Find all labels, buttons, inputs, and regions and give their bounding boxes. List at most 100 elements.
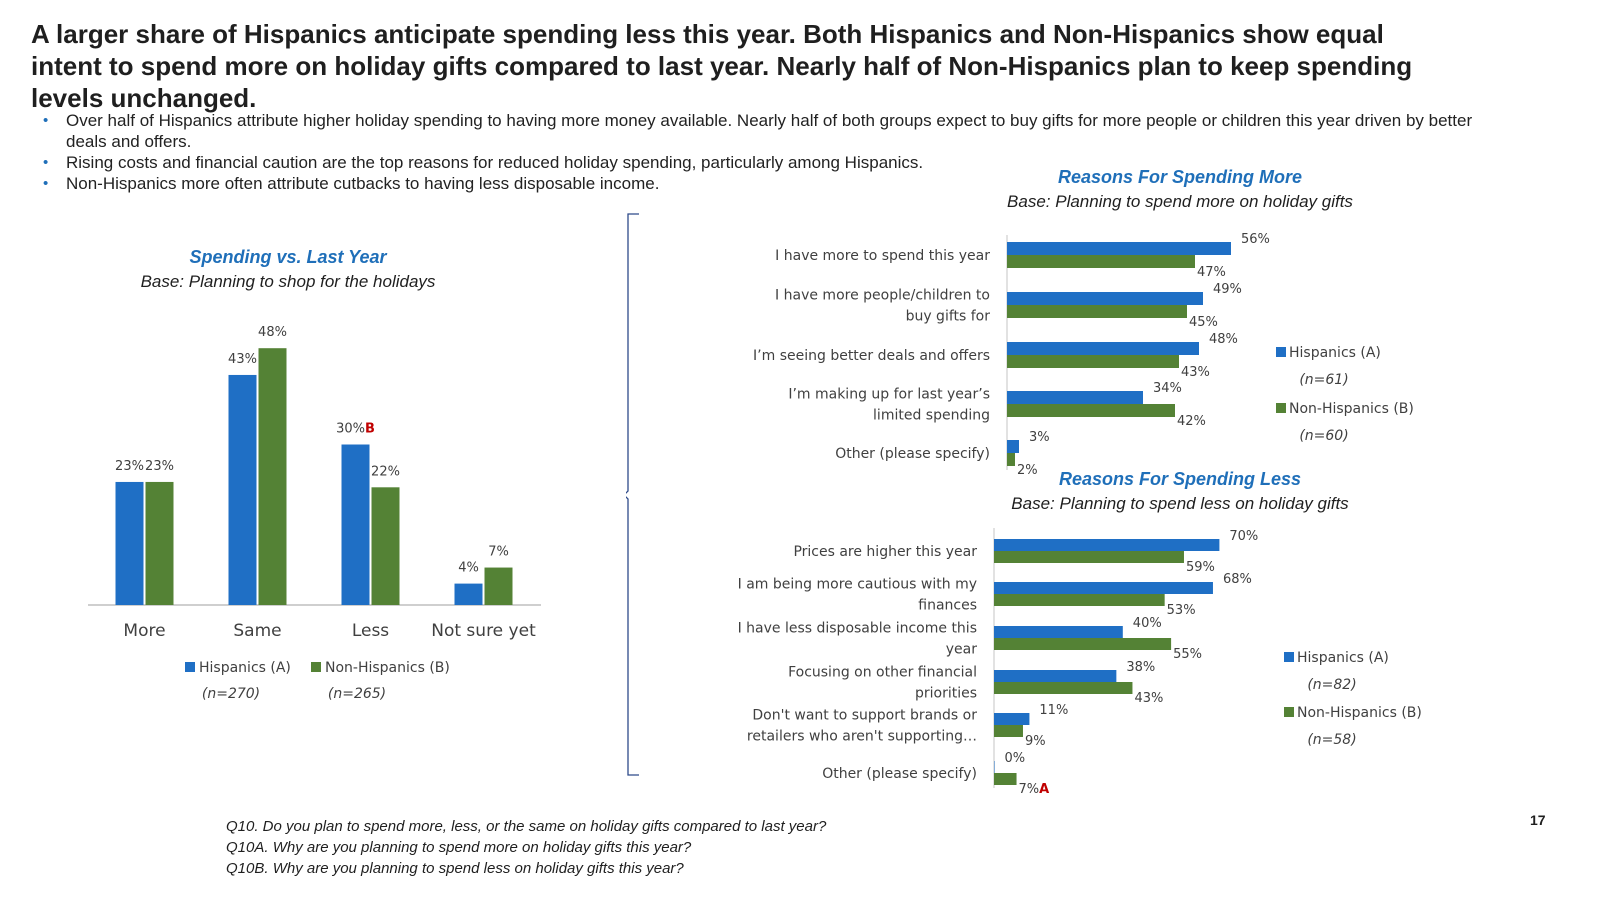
chart3-category-label: Focusing on other financial	[788, 665, 977, 681]
footnote-q10: Q10. Do you plan to spend more, less, or…	[226, 818, 827, 835]
chart3-bar-non-hispanics	[994, 594, 1165, 606]
chart1-category-label: Same	[233, 621, 281, 641]
chart2-bar-hispanics	[1007, 440, 1019, 453]
chart3-category-label: Prices are higher this year	[793, 544, 977, 560]
bullet-1: Over half of Hispanics attribute higher …	[40, 110, 1480, 152]
chart3-value-label: 70%	[1229, 529, 1258, 544]
chart1-bar-hispanics	[228, 374, 257, 605]
chart2-legend-label: Non-Hispanics (B)	[1289, 401, 1414, 417]
chart1-category-label: Not sure yet	[431, 621, 536, 641]
chart3-legend-swatch	[1284, 652, 1294, 662]
chart2-value-label: 34%	[1153, 381, 1182, 396]
chart3-category-label: Other (please specify)	[822, 766, 977, 782]
chart3-value-label: 11%	[1039, 703, 1068, 718]
chart1-value-label: 23%	[145, 459, 174, 474]
chart3-legend-label: Hispanics (A)	[1297, 650, 1389, 666]
chart3-legend-swatch	[1284, 707, 1294, 717]
chart3-subtitle: Base: Planning to spend less on holiday …	[1011, 494, 1349, 513]
chart3-value-label: 9%	[1025, 734, 1046, 749]
chart1-value-label: 22%	[371, 464, 400, 479]
chart3-bar-hispanics	[994, 670, 1117, 682]
chart1-value-label: 23%	[115, 459, 144, 474]
chart3-bar-hispanics	[994, 539, 1220, 551]
chart3-bar-hispanics	[994, 761, 995, 773]
chart3-value-label: 68%	[1223, 572, 1252, 587]
chart1-value-label: 43%	[228, 352, 257, 367]
chart3-category-label: Don't want to support brands or	[752, 708, 977, 724]
chart1-legend-swatch	[185, 662, 195, 672]
chart3-bar-hispanics	[994, 582, 1213, 594]
chart3-category-label: priorities	[915, 686, 977, 702]
chart2-value-label: 49%	[1213, 282, 1242, 297]
chart3-value-label: 59%	[1186, 560, 1215, 575]
chart3-bar-hispanics	[994, 626, 1123, 638]
chart3-value-label: 55%	[1173, 647, 1202, 662]
chart2-value-label: 3%	[1029, 430, 1050, 445]
chart3-value-label: 38%	[1126, 660, 1155, 675]
key-findings-list: Over half of Hispanics attribute higher …	[40, 110, 1480, 194]
chart3-bar-hispanics	[994, 713, 1030, 725]
bullet-3: Non-Hispanics more often attribute cutba…	[40, 173, 1480, 194]
chart2-value-label: 43%	[1181, 365, 1210, 380]
chart1-title: Spending vs. Last Year	[189, 247, 387, 267]
bracket-divider	[626, 213, 639, 776]
chart3-value-label: 7%A	[1019, 782, 1050, 797]
chart3-bar-non-hispanics	[994, 551, 1184, 563]
chart2-bar-non-hispanics	[1007, 305, 1187, 318]
chart3-category-label: retailers who aren't supporting…	[747, 729, 977, 745]
chart2-legend-swatch	[1276, 403, 1286, 413]
chart3-category-label: finances	[918, 598, 977, 614]
chart2-value-label: 2%	[1017, 463, 1038, 478]
chart3-value-label: 53%	[1167, 603, 1196, 618]
chart1-legend-swatch	[311, 662, 321, 672]
chart1-subtitle: Base: Planning to shop for the holidays	[140, 272, 436, 291]
chart2-category-label: buy gifts for	[906, 309, 991, 325]
chart3-value-label: 40%	[1133, 616, 1162, 631]
chart3-bar-non-hispanics	[994, 725, 1023, 737]
footnote-q10a: Q10A. Why are you planning to spend more…	[226, 839, 692, 856]
chart1-value-label: 4%	[458, 561, 479, 576]
chart2-category-label: limited spending	[873, 408, 990, 424]
chart2-legend-swatch	[1276, 347, 1286, 357]
chart3-bar-non-hispanics	[994, 638, 1172, 650]
chart2-bar-non-hispanics	[1007, 404, 1175, 417]
chart3-title: Reasons For Spending Less	[1058, 469, 1302, 489]
chart2-value-label: 48%	[1209, 332, 1238, 347]
chart2-value-label: 45%	[1189, 315, 1218, 330]
chart3-category-label: year	[946, 642, 977, 658]
chart2-value-label: 56%	[1241, 232, 1270, 247]
chart1-category-label: Less	[352, 621, 389, 641]
chart2-bar-non-hispanics	[1007, 255, 1195, 268]
chart3-bar-non-hispanics	[994, 773, 1017, 785]
chart2-title: Reasons For Spending More	[1057, 167, 1303, 187]
chart2-subtitle: Base: Planning to spend more on holiday …	[1007, 192, 1353, 211]
chart1-bar-non-hispanics	[371, 487, 400, 605]
chart1-category-label: More	[123, 621, 165, 641]
chart1-bar-non-hispanics	[145, 481, 174, 605]
chart3-legend-n: (n=58)	[1307, 732, 1356, 748]
chart1-value-label: 30%B	[336, 422, 375, 437]
chart2-value-label: 47%	[1197, 265, 1226, 280]
footnotes: Q10. Do you plan to spend more, less, or…	[226, 816, 826, 879]
chart2-bar-non-hispanics	[1007, 355, 1179, 368]
chart2-value-label: 42%	[1177, 414, 1206, 429]
headline: A larger share of Hispanics anticipate s…	[31, 19, 1413, 113]
chart3-value-label: 43%	[1134, 691, 1163, 706]
chart2-category-label: I’m seeing better deals and offers	[753, 348, 990, 364]
chart1-value-label: 7%	[488, 545, 509, 560]
chart3-bar-non-hispanics	[994, 682, 1133, 694]
chart1-bar-non-hispanics	[258, 348, 287, 605]
chart1-bar-hispanics	[115, 481, 144, 605]
chart1-legend-label: Hispanics (A)	[199, 660, 291, 676]
chart2-bar-hispanics	[1007, 242, 1231, 255]
chart2-category-label: I have more people/children to	[775, 288, 990, 304]
chart2-legend-n: (n=60)	[1299, 428, 1348, 444]
chart2-category-label: I have more to spend this year	[775, 248, 990, 264]
chart1-value-label: 48%	[258, 325, 287, 340]
chart3-value-label: 0%	[1005, 751, 1026, 766]
chart2-bar-hispanics	[1007, 391, 1143, 404]
chart2-category-label: Other (please specify)	[835, 446, 990, 462]
chart3-legend-n: (n=82)	[1307, 677, 1356, 693]
chart2-legend-label: Hispanics (A)	[1289, 345, 1381, 361]
